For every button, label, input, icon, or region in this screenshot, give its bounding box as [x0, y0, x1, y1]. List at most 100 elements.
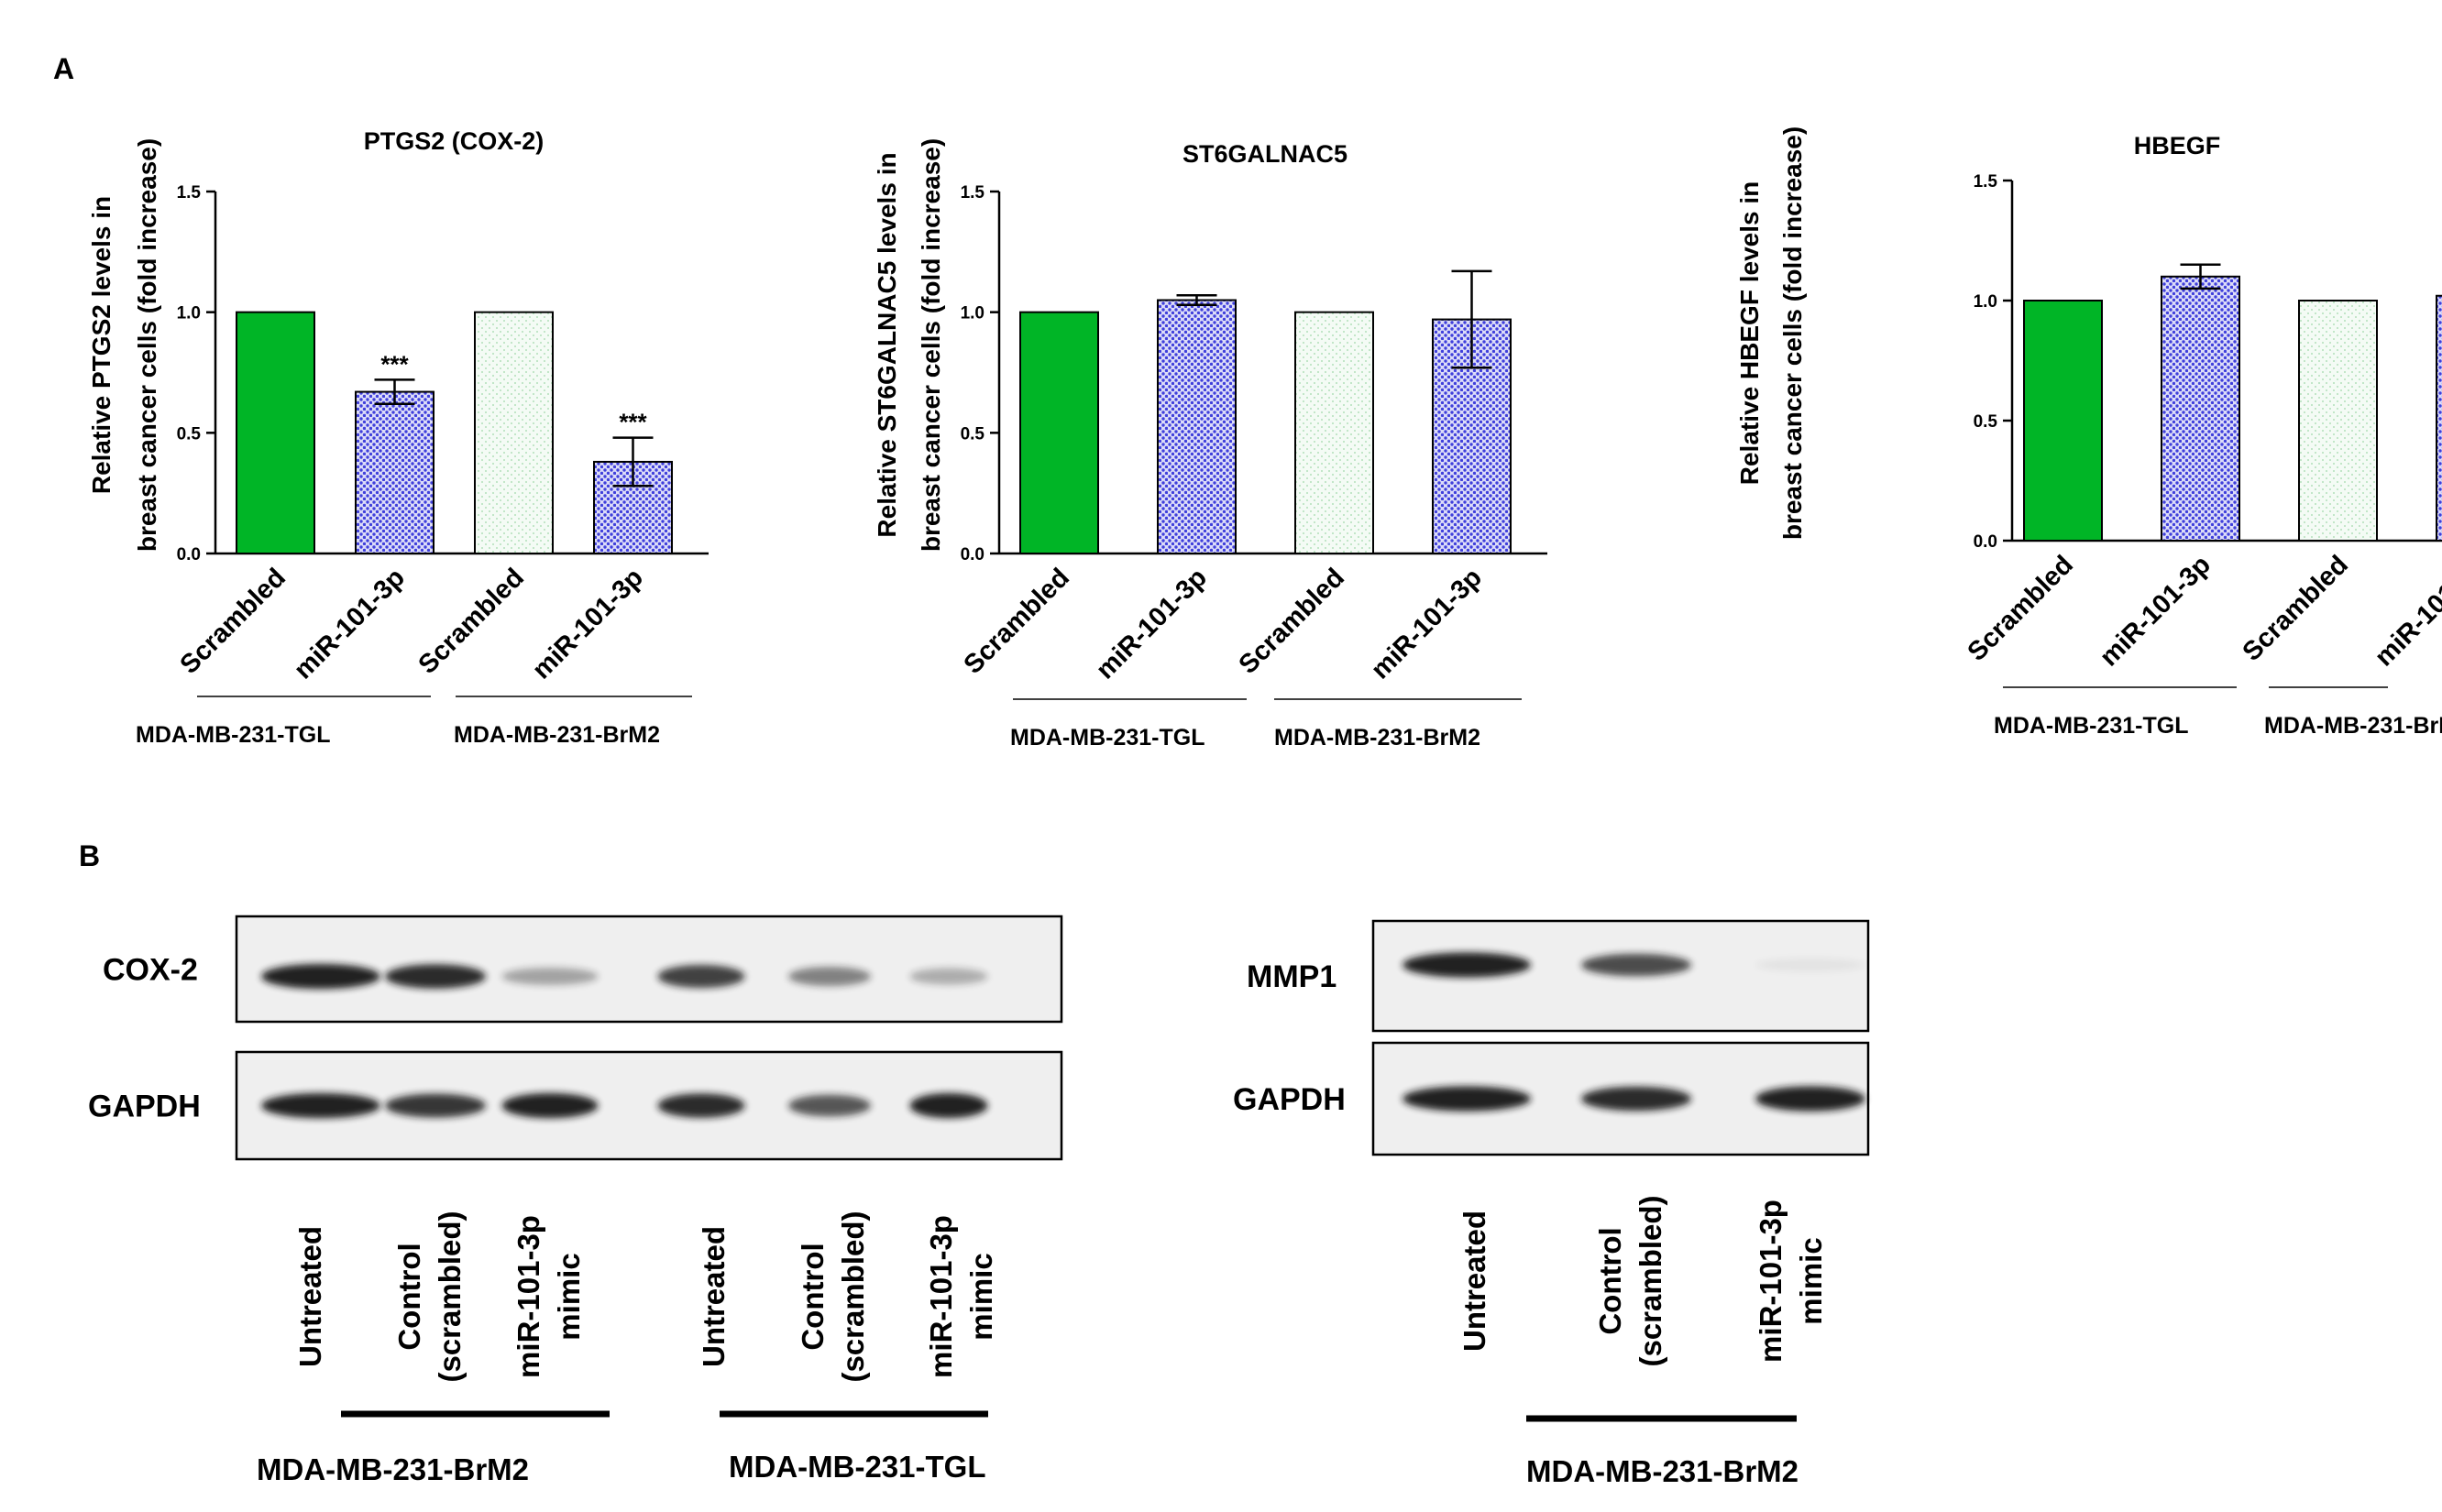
y-axis-label-line2: breast cancer cells (fold increase) — [133, 138, 161, 552]
bar — [2161, 275, 2240, 542]
y-tick-label: 1.0 — [1974, 292, 1997, 312]
group-label: MDA-MB-231-TGL — [136, 722, 331, 748]
blot-band — [788, 967, 871, 986]
y-tick-label: 1.0 — [961, 304, 984, 323]
blot-row-label: GAPDH — [1233, 1082, 1346, 1117]
blot-band — [1581, 953, 1691, 977]
blot-band — [501, 1092, 599, 1119]
blot-panel-2: MMP1 GAPDH Untreated Control (scrambled) miR-… — [1233, 919, 1870, 1488]
lane-label-line2: (scrambled) — [836, 1211, 870, 1382]
y-tick-label: 0.0 — [961, 545, 984, 564]
blot-band — [501, 968, 599, 985]
y-axis-label-line2: breast cancer cells (fold increase) — [1778, 126, 1807, 540]
error-bar — [1451, 269, 1492, 369]
blot-band — [1755, 1086, 1865, 1112]
chart-2: ST6GALNAC5 Relative ST6GALNAC5 levels in b… — [873, 138, 1547, 751]
y-tick-label: 1.5 — [1974, 172, 1998, 192]
blot-band — [909, 1092, 988, 1119]
group-label: MDA-MB-231-BrM2 — [2264, 713, 2442, 739]
blot-frame — [235, 915, 1063, 1024]
bar — [1157, 299, 1237, 554]
bar — [1019, 311, 1099, 554]
lane-label-line1: miR-101-3p — [512, 1215, 545, 1378]
x-tick-label: Scrambled — [1962, 550, 2078, 666]
blot-band — [1755, 958, 1865, 972]
panel-label-b: B — [79, 839, 100, 872]
blot-row-label: COX-2 — [103, 953, 198, 988]
lane-label-line1: Control — [796, 1243, 830, 1350]
lane-label-line2: (scrambled) — [1634, 1195, 1667, 1366]
panel-label-a: A — [53, 52, 74, 85]
bar — [1294, 311, 1374, 554]
chart-title: ST6GALNAC5 — [1182, 140, 1348, 168]
error-bar — [612, 436, 654, 488]
bar — [2298, 300, 2378, 542]
group-label: MDA-MB-231-TGL — [1010, 725, 1205, 751]
group-label: MDA-MB-231-BrM2 — [1526, 1454, 1798, 1488]
lane-label-line1: Control — [392, 1243, 426, 1350]
blot-band — [657, 964, 745, 989]
group-label: MDA-MB-231-TGL — [729, 1450, 985, 1484]
x-tick-label: Scrambled — [1233, 563, 1349, 679]
lane-label-line1: Untreated — [293, 1226, 327, 1367]
blot-band — [1581, 1086, 1691, 1112]
group-label: MDA-MB-231-TGL — [1994, 713, 2189, 739]
x-tick-label: miR-101-3p — [2095, 550, 2216, 672]
x-tick-label: Scrambled — [2237, 550, 2353, 666]
group-label: MDA-MB-231-BrM2 — [1274, 725, 1480, 751]
bar — [2023, 300, 2103, 542]
lane-label-line1: miR-101-3p — [1754, 1200, 1788, 1363]
x-tick-label: miR-101-3p — [527, 563, 649, 685]
y-tick-label: 1.5 — [961, 183, 985, 203]
y-axis-label-line1: Relative PTGS2 levels in — [87, 196, 116, 494]
blot-band — [261, 963, 380, 990]
bar — [236, 311, 315, 554]
x-tick-label: miR-101-3p — [2370, 550, 2442, 672]
y-tick-label: 0.5 — [961, 424, 985, 444]
lane-label-line1: Untreated — [1458, 1211, 1491, 1352]
lane-label-line1: miR-101-3p — [924, 1215, 958, 1378]
lane-label-line2: mimic — [1794, 1237, 1828, 1324]
y-tick-label: 0.0 — [177, 545, 201, 564]
y-tick-label: 0.5 — [177, 424, 202, 444]
lane-label-line2: (scrambled) — [433, 1211, 467, 1382]
blot-row-label: MMP1 — [1247, 959, 1336, 994]
y-tick-label: 1.0 — [177, 304, 201, 323]
group-label: MDA-MB-231-BrM2 — [257, 1452, 529, 1486]
blot-band — [261, 1092, 380, 1119]
bar — [355, 390, 434, 555]
lane-label-line1: Untreated — [697, 1226, 731, 1367]
bar — [474, 311, 554, 554]
group-label: MDA-MB-231-BrM2 — [454, 722, 660, 748]
x-tick-label: Scrambled — [174, 563, 291, 679]
error-bar — [374, 378, 415, 405]
chart-1: PTGS2 (COX-2) Relative PTGS2 levels in bre… — [87, 127, 709, 748]
error-bar — [2180, 263, 2221, 290]
y-tick-label: 0.0 — [1974, 532, 1997, 552]
chart-title: PTGS2 (COX-2) — [364, 127, 544, 155]
y-tick-label: 0.5 — [1974, 412, 1998, 432]
bar — [2436, 294, 2442, 542]
blot-band — [385, 1093, 486, 1118]
lane-label-line2: mimic — [552, 1253, 586, 1340]
lane-label-line1: Control — [1593, 1227, 1627, 1334]
y-axis-label-line1: Relative ST6GALNAC5 levels in — [873, 152, 901, 537]
chart-3: HBEGF Relative HBEGF levels in breast canc… — [1735, 126, 2442, 739]
error-bar — [1176, 293, 1217, 307]
blot-row-label: GAPDH — [88, 1090, 201, 1124]
blot-band — [657, 1093, 745, 1118]
y-tick-label: 1.5 — [177, 183, 202, 203]
blot-band — [909, 968, 988, 985]
blot-band — [385, 964, 486, 989]
blot-band — [1402, 952, 1531, 978]
lane-label-line2: mimic — [964, 1253, 998, 1340]
y-axis-label-line1: Relative HBEGF levels in — [1735, 181, 1764, 485]
significance-label: *** — [619, 409, 647, 436]
x-tick-label: miR-101-3p — [1091, 563, 1213, 685]
blot-band — [1402, 1086, 1531, 1112]
x-tick-label: miR-101-3p — [1366, 563, 1488, 685]
significance-label: *** — [380, 350, 409, 378]
